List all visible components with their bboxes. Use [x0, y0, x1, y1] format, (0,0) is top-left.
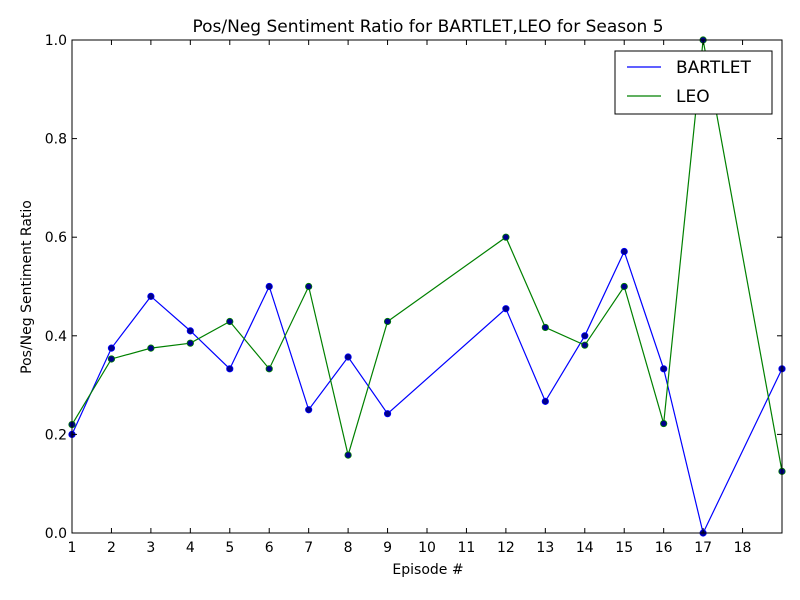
data-point-leo	[265, 365, 273, 373]
data-point-leo	[383, 317, 392, 326]
data-point-bartlet	[502, 305, 510, 313]
data-point-leo	[226, 317, 234, 326]
x-tick-label: 14	[576, 540, 594, 556]
y-tick-label: 0.6	[45, 230, 67, 246]
y-tick-label: 0.2	[45, 427, 67, 443]
data-point-leo	[344, 451, 352, 459]
data-point-bartlet	[581, 332, 589, 340]
x-tick-label: 10	[418, 540, 436, 556]
x-tick-label: 6	[265, 540, 274, 556]
data-point-bartlet	[620, 247, 628, 256]
chart-title: Pos/Neg Sentiment Ratio for BARTLET,LEO …	[192, 17, 663, 37]
x-axis: 1 2 3 4 5 6 7 8 9 10 11 12 13 14 15 16 17 18	[68, 40, 752, 556]
x-tick-label: 12	[497, 540, 515, 556]
x-axis-label: Episode #	[392, 562, 463, 578]
data-point-bartlet	[107, 344, 116, 352]
x-tick-label: 4	[186, 540, 195, 556]
x-tick-label: 8	[344, 540, 353, 556]
series-line-bartlet	[71, 249, 783, 535]
data-point-bartlet	[383, 410, 392, 418]
series-line-leo	[71, 39, 783, 472]
data-point-bartlet	[541, 397, 549, 405]
legend: BARTLET LEO	[614, 50, 773, 115]
legend-box	[614, 50, 773, 115]
data-point-leo	[581, 341, 589, 349]
data-point-bartlet	[305, 406, 313, 414]
legend-label-leo: LEO	[676, 87, 710, 107]
x-tick-label: 17	[694, 540, 712, 556]
data-point-leo	[620, 282, 628, 291]
data-point-leo	[186, 339, 194, 347]
data-point-leo	[502, 233, 510, 241]
data-point-leo	[147, 344, 155, 352]
data-point-bartlet	[660, 365, 668, 373]
x-tick-label: 11	[458, 540, 476, 556]
x-tick-label: 2	[107, 540, 116, 556]
legend-label-bartlet: BARTLET	[676, 58, 751, 78]
y-axis: 0.0 0.2 0.4 0.6 0.8 1.0	[45, 33, 782, 542]
y-axis-label: Pos/Neg Sentiment Ratio	[19, 200, 35, 374]
x-tick-label: 18	[734, 540, 752, 556]
x-tick-label: 16	[655, 540, 673, 556]
x-tick-label: 9	[383, 540, 392, 556]
x-tick-label: 7	[304, 540, 313, 556]
x-tick-label: 3	[146, 540, 155, 556]
data-point-leo	[305, 282, 313, 291]
y-tick-label: 0.8	[45, 132, 67, 148]
data-point-bartlet	[147, 292, 155, 300]
x-tick-label: 13	[536, 540, 554, 556]
x-tick-label: 15	[615, 540, 633, 556]
data-point-leo	[660, 419, 668, 428]
y-tick-label: 0.4	[45, 329, 67, 345]
data-point-bartlet	[226, 365, 234, 373]
data-point-leo	[107, 355, 116, 363]
y-tick-label: 1.0	[45, 33, 67, 49]
x-tick-label: 5	[225, 540, 234, 556]
data-point-bartlet	[265, 282, 273, 291]
data-point-bartlet	[186, 327, 194, 335]
data-point-bartlet	[344, 353, 352, 361]
data-point-leo	[541, 323, 549, 332]
y-tick-label: 0.0	[45, 526, 67, 542]
x-tick-label: 1	[68, 540, 77, 556]
